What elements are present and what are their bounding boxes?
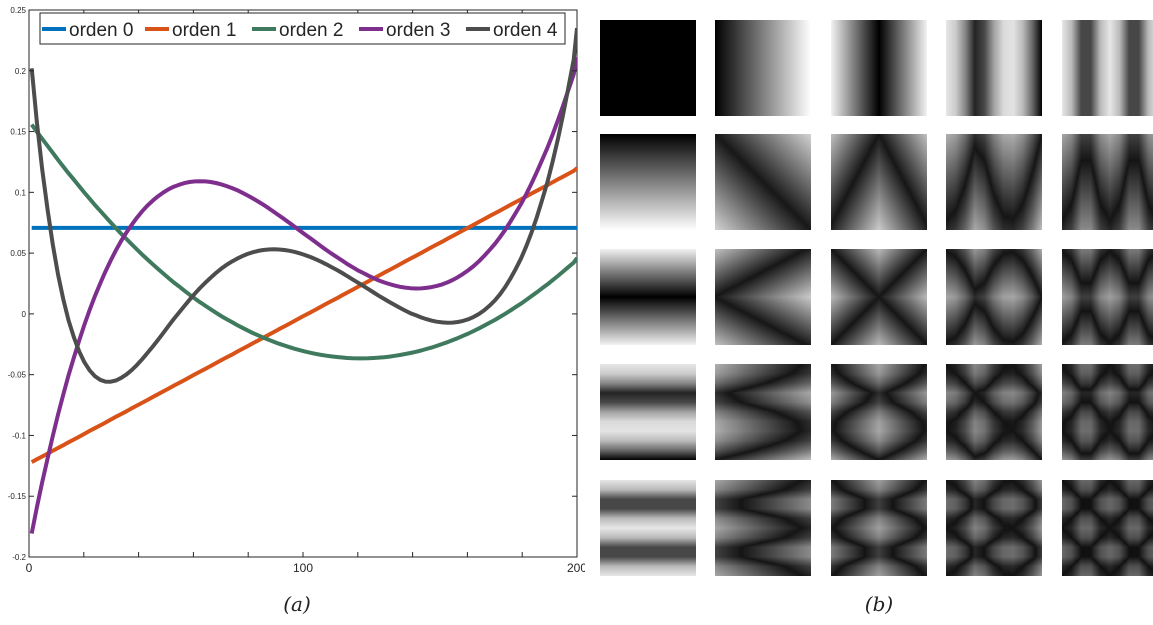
x-tick-label-2: 200 — [567, 561, 585, 575]
y-tick-label-6: 0.1 — [15, 188, 27, 197]
polynomial-chart: -0.2 -0.15 -0.1 -0.05 0 0.05 0.1 0.15 0.2 0.25 0 10… — [8, 6, 585, 575]
legend-label-2: orden 2 — [279, 20, 343, 41]
basis-image-r0-c1 — [715, 20, 811, 116]
y-tick-label-3: -0.05 — [8, 371, 27, 380]
basis-image-r3-c1 — [715, 364, 811, 460]
series-lines — [29, 27, 577, 534]
basis-image-r3-c0 — [600, 364, 696, 460]
y-tick-label-8: 0.2 — [15, 67, 27, 76]
basis-image-r1-c1 — [715, 134, 811, 230]
y-tick-label-9: 0.25 — [10, 6, 26, 15]
basis-image-r1-c2 — [831, 134, 927, 230]
series-line-4 — [29, 27, 577, 384]
basis-image-r4-c3 — [946, 480, 1042, 576]
x-tick-label-0: 0 — [26, 561, 33, 575]
caption-b: (b) — [864, 592, 894, 616]
basis-image-r3-c2 — [831, 364, 927, 460]
basis-image-r1-c0 — [600, 134, 696, 230]
basis-image-r2-c0 — [600, 249, 696, 345]
caption-a: (a) — [283, 592, 311, 616]
y-tick-label-7: 0.15 — [10, 128, 26, 137]
basis-image-r2-c2 — [831, 249, 927, 345]
y-tick-label-5: 0.05 — [10, 249, 26, 258]
basis-image-r0-c2 — [831, 20, 927, 116]
legend-label-3: orden 3 — [386, 20, 450, 41]
basis-image-r4-c1 — [715, 480, 811, 576]
legend-label-1: orden 1 — [172, 20, 236, 41]
basis-image-r0-c4 — [1062, 20, 1153, 116]
basis-image-r0-c3 — [946, 20, 1042, 116]
basis-image-r1-c3 — [946, 134, 1042, 230]
x-tick-label-1: 100 — [293, 561, 313, 575]
basis-image-r0-c0 — [600, 20, 696, 116]
basis-image-grid — [600, 20, 1153, 580]
legend-label-0: orden 0 — [69, 20, 133, 41]
y-tick-label-0: -0.2 — [12, 553, 26, 562]
basis-image-r4-c2 — [831, 480, 927, 576]
basis-image-r3-c3 — [946, 364, 1042, 460]
basis-image-r2-c3 — [946, 249, 1042, 345]
axes-box — [28, 9, 578, 558]
basis-image-r3-c4 — [1062, 364, 1153, 460]
series-line-3 — [29, 56, 577, 534]
series-line-1 — [30, 166, 577, 464]
y-tick-label-1: -0.15 — [8, 492, 27, 501]
legend: orden 0 orden 1 orden 2 orden 3 orden 4 — [39, 12, 566, 45]
basis-image-r2-c4 — [1062, 249, 1153, 345]
legend-label-4: orden 4 — [493, 20, 558, 41]
plot-area — [28, 9, 578, 558]
y-tick-label-2: -0.1 — [12, 431, 26, 440]
basis-image-r4-c4 — [1062, 480, 1153, 576]
y-tick-label-4: 0 — [22, 310, 27, 319]
basis-image-r2-c1 — [715, 249, 811, 345]
basis-image-r4-c0 — [600, 480, 696, 576]
axis-ticks: -0.2 -0.15 -0.1 -0.05 0 0.05 0.1 0.15 0.2 0.25 0 10… — [8, 6, 585, 575]
basis-image-r1-c4 — [1062, 134, 1153, 230]
